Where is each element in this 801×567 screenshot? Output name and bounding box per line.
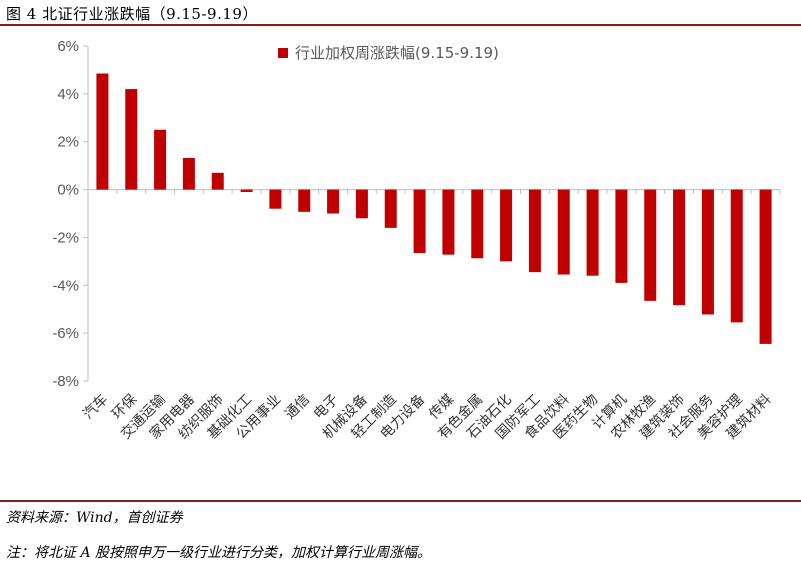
figure-title: 图 4 北证行业涨跌幅（9.15-9.19）	[6, 5, 258, 23]
bar	[269, 189, 282, 209]
bar	[557, 189, 570, 275]
bar	[615, 189, 628, 283]
legend-swatch	[278, 48, 288, 58]
y-tick-label: 2%	[57, 134, 79, 151]
bar	[701, 189, 714, 315]
bar	[528, 189, 541, 273]
bar	[644, 189, 657, 301]
bar	[384, 189, 397, 228]
source-note: 资料来源：Wind，首创证券	[6, 510, 183, 526]
x-category-label: 通信	[282, 392, 313, 423]
y-tick-label: -6%	[52, 325, 79, 342]
y-tick-label: 4%	[57, 86, 79, 103]
y-tick-label: -4%	[52, 277, 79, 294]
bar	[154, 129, 167, 190]
bar	[673, 189, 686, 306]
bars	[96, 73, 772, 344]
bar	[442, 189, 455, 255]
bar	[96, 73, 109, 190]
bar	[240, 189, 253, 192]
bar	[327, 189, 340, 214]
bar	[182, 157, 195, 190]
bar	[586, 189, 599, 276]
bar-chart: 6%4%2%0%-2%-4%-6%-8% 汽车环保交通运输家用电器纺织服饰基础化…	[52, 38, 781, 442]
bar	[730, 189, 743, 323]
y-tick-label: -2%	[52, 229, 79, 246]
y-tick-label: 0%	[57, 182, 79, 199]
footnote: 注：将北证 A 股按照申万一级行业进行分类，加权计算行业周涨幅。	[6, 545, 432, 561]
bar	[125, 89, 138, 190]
legend: 行业加权周涨跌幅(9.15-9.19)	[278, 44, 499, 62]
bar	[413, 189, 426, 253]
bar	[298, 189, 311, 212]
bar	[500, 189, 513, 262]
bar	[471, 189, 484, 259]
bottom-rule	[0, 500, 801, 502]
bar	[759, 189, 772, 344]
y-tick-label: 6%	[57, 38, 79, 55]
bar	[211, 172, 224, 190]
top-rule	[0, 24, 801, 26]
y-tick-label: -8%	[52, 373, 79, 390]
x-category-label: 汽车	[79, 391, 111, 423]
bar	[355, 189, 368, 219]
legend-label: 行业加权周涨跌幅(9.15-9.19)	[295, 44, 499, 62]
